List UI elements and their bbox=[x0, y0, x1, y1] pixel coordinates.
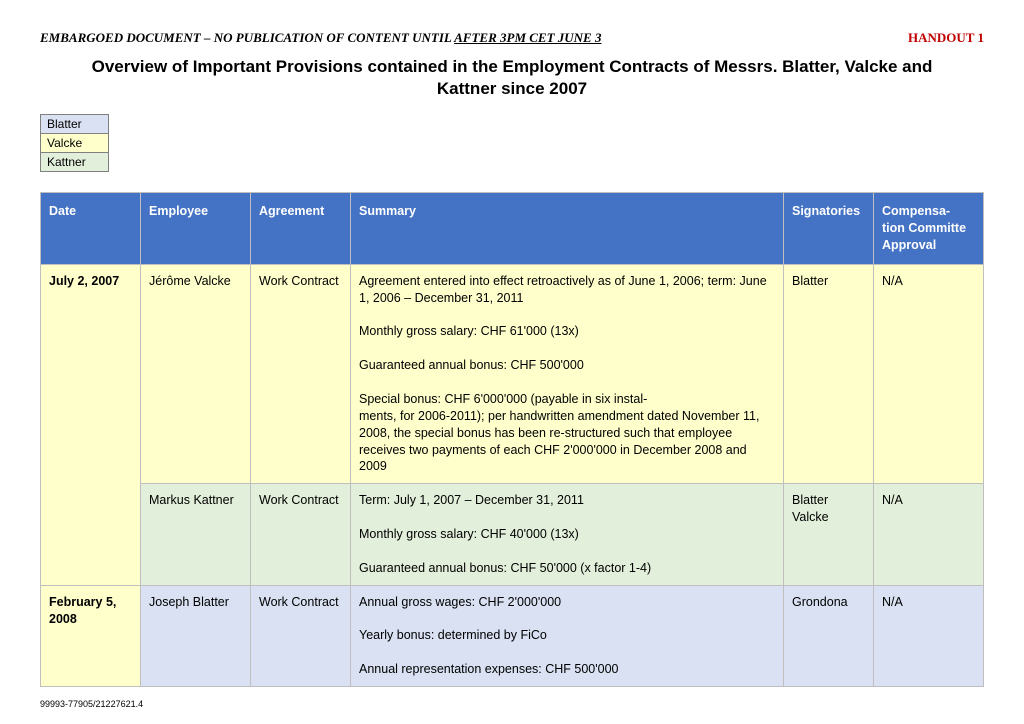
col-summary: Summary bbox=[351, 193, 784, 265]
cell-summary: Agreement entered into effect retroactiv… bbox=[351, 264, 784, 484]
cell-signatories: Grondona bbox=[784, 585, 874, 686]
cell-employee: Joseph Blatter bbox=[141, 585, 251, 686]
cell-date: February 5, 2008 bbox=[41, 585, 141, 686]
col-agreement: Agreement bbox=[251, 193, 351, 265]
col-date: Date bbox=[41, 193, 141, 265]
table-row: July 2, 2007Jérôme ValckeWork ContractAg… bbox=[41, 264, 984, 484]
cell-comp: N/A bbox=[874, 484, 984, 585]
cell-signatories: Blatter bbox=[784, 264, 874, 484]
cell-agreement: Work Contract bbox=[251, 484, 351, 585]
embargo-line: EMBARGOED DOCUMENT – NO PUBLICATION OF C… bbox=[40, 30, 984, 46]
col-comp: Compensa- tion Committe Approval bbox=[874, 193, 984, 265]
cell-agreement: Work Contract bbox=[251, 264, 351, 484]
table-row: February 5, 2008Joseph BlatterWork Contr… bbox=[41, 585, 984, 686]
footer-code: 99993-77905/21227621.4 bbox=[40, 699, 143, 709]
cell-employee: Jérôme Valcke bbox=[141, 264, 251, 484]
cell-employee: Markus Kattner bbox=[141, 484, 251, 585]
cell-date: July 2, 2007 bbox=[41, 264, 141, 585]
cell-summary: Annual gross wages: CHF 2'000'000 Yearly… bbox=[351, 585, 784, 686]
cell-comp: N/A bbox=[874, 264, 984, 484]
cell-comp: N/A bbox=[874, 585, 984, 686]
page-title: Overview of Important Provisions contain… bbox=[80, 56, 944, 100]
table-body: July 2, 2007Jérôme ValckeWork ContractAg… bbox=[41, 264, 984, 686]
legend-valcke: Valcke bbox=[41, 134, 109, 153]
col-signatories: Signatories bbox=[784, 193, 874, 265]
legend-blatter: Blatter bbox=[41, 115, 109, 134]
legend-kattner: Kattner bbox=[41, 153, 109, 172]
embargo-prefix: EMBARGOED DOCUMENT – NO PUBLICATION OF C… bbox=[40, 30, 454, 45]
provisions-table: Date Employee Agreement Summary Signator… bbox=[40, 192, 984, 687]
table-row: Markus KattnerWork ContractTerm: July 1,… bbox=[41, 484, 984, 585]
handout-label: HANDOUT 1 bbox=[908, 30, 984, 46]
col-employee: Employee bbox=[141, 193, 251, 265]
cell-summary: Term: July 1, 2007 – December 31, 2011 M… bbox=[351, 484, 784, 585]
cell-agreement: Work Contract bbox=[251, 585, 351, 686]
table-header-row: Date Employee Agreement Summary Signator… bbox=[41, 193, 984, 265]
page: EMBARGOED DOCUMENT – NO PUBLICATION OF C… bbox=[0, 0, 1024, 724]
embargo-text: EMBARGOED DOCUMENT – NO PUBLICATION OF C… bbox=[40, 30, 601, 46]
cell-signatories: Blatter Valcke bbox=[784, 484, 874, 585]
embargo-underlined: AFTER 3PM CET JUNE 3 bbox=[454, 30, 601, 45]
legend-table: Blatter Valcke Kattner bbox=[40, 114, 109, 172]
